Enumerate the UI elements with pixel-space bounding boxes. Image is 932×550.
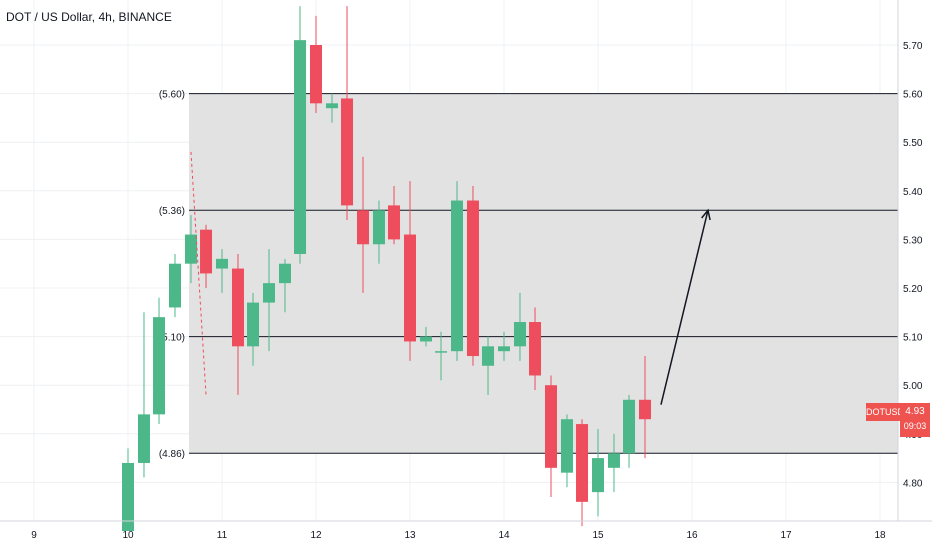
x-tick-label: 13 [404, 530, 416, 541]
y-tick-label: 5.20 [903, 284, 923, 295]
candle-up [372, 210, 385, 245]
candle-up [294, 40, 307, 254]
candle-up [278, 263, 291, 284]
x-tick-label: 18 [874, 530, 886, 541]
candle-up [122, 462, 134, 531]
candle-up [184, 234, 197, 264]
y-tick-label: 5.00 [903, 381, 923, 392]
candle-down [639, 399, 651, 420]
x-tick-label: 9 [31, 530, 37, 541]
candle-up [592, 458, 604, 493]
x-tick-label: 15 [592, 530, 604, 541]
candle-down [529, 322, 542, 376]
candle-up [153, 317, 166, 415]
candle-up [498, 346, 510, 352]
x-tick-label: 12 [310, 530, 322, 541]
candle-down [576, 424, 589, 502]
candle-down [388, 205, 401, 240]
arrow-head-icon [701, 208, 711, 221]
candle-down [545, 385, 557, 468]
bar-countdown: 09:03 [903, 421, 927, 431]
level-label: (5.36) [159, 206, 185, 217]
candle-up [263, 283, 275, 303]
level-label: (5.10) [159, 333, 185, 344]
x-tick-label: 11 [217, 530, 228, 541]
level-label: (5.60) [159, 90, 185, 101]
candle-up [216, 258, 228, 269]
candle-down [357, 210, 369, 245]
symbol-title: DOT / US Dollar, 4h, BINANCE [6, 10, 172, 24]
candle-up [419, 336, 432, 342]
candle-up [137, 414, 150, 463]
y-tick-label: 5.70 [903, 41, 923, 52]
y-tick-label: 5.10 [903, 333, 923, 344]
candle-up [451, 200, 463, 352]
x-tick-label: 17 [780, 530, 792, 541]
candle-up [513, 322, 526, 347]
x-tick-label: 16 [686, 530, 698, 541]
candle-up [560, 419, 573, 473]
candle-down [310, 45, 322, 104]
candle-up [482, 346, 495, 366]
candle-up [325, 103, 338, 109]
candle-up [607, 453, 620, 468]
candle-up [435, 351, 448, 353]
y-tick-label: 4.80 [903, 478, 923, 489]
candle-down [466, 200, 479, 357]
candle-down [200, 229, 213, 274]
candle-up [169, 263, 181, 308]
last-price-value: 4.93 [905, 406, 925, 417]
candle-up [247, 302, 260, 347]
y-tick-label: 5.30 [903, 235, 923, 246]
last-price-badge: 4.93 09:03 [900, 403, 930, 437]
x-tick-label: 10 [122, 530, 134, 541]
dashed-trend-line [190, 151, 207, 395]
y-tick-label: 5.60 [903, 90, 923, 101]
candle-down [231, 268, 244, 347]
projection-arrow [660, 210, 709, 405]
y-tick-label: 5.40 [903, 187, 923, 198]
support-resistance-zone [188, 93, 899, 454]
x-tick-label: 14 [498, 530, 510, 541]
candle-down [404, 234, 416, 342]
ticker-badge: DOTUSD [866, 403, 904, 421]
y-tick-label: 5.50 [903, 138, 923, 149]
level-label: (4.86) [159, 449, 185, 460]
candle-down [341, 98, 354, 206]
candle-up [623, 399, 636, 454]
